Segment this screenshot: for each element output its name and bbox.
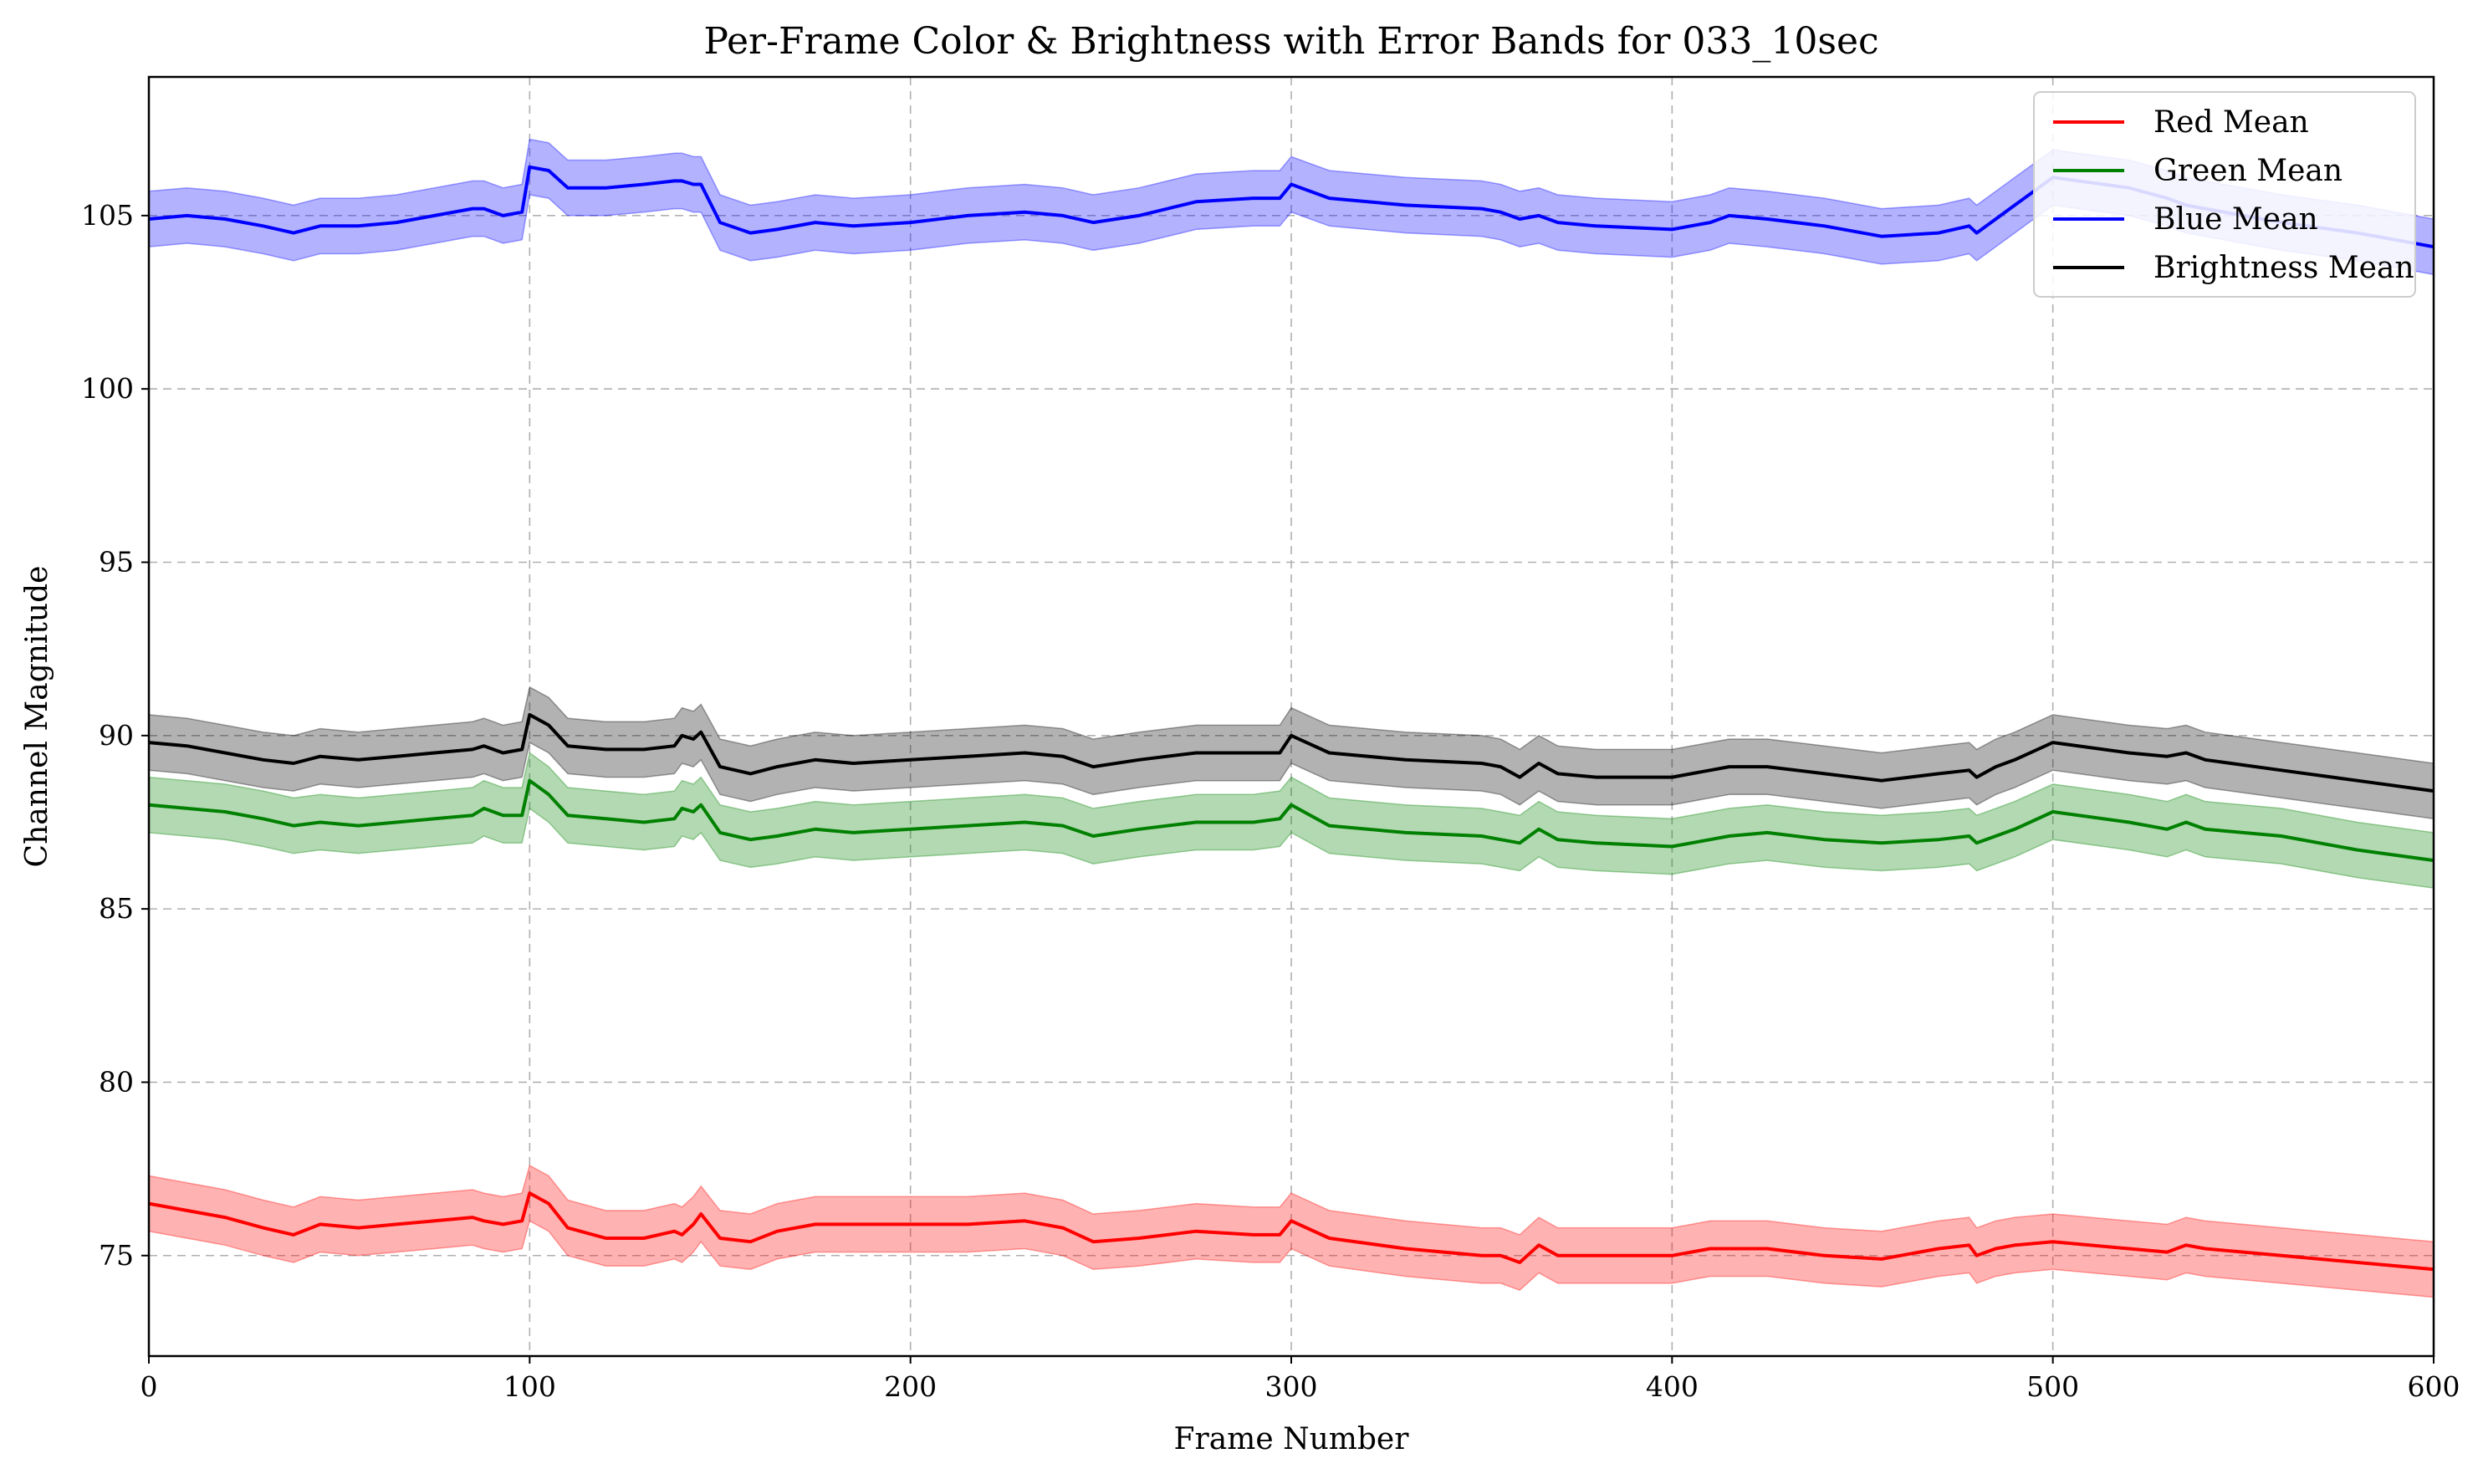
y-tick-label: 80 [99, 1065, 134, 1098]
y-tick-label: 75 [99, 1239, 134, 1272]
legend-entries: Red Mean Green Mean Blue Mean Brightness Me… [2053, 105, 2414, 285]
x-tick-label: 100 [503, 1370, 556, 1403]
legend-label: Blue Mean [2153, 202, 2318, 237]
legend-label: Green Mean [2153, 154, 2343, 188]
error-band-layer [148, 138, 2434, 1298]
x-tick-label: 0 [140, 1370, 158, 1403]
x-tick-label: 200 [884, 1370, 937, 1403]
series-line [148, 778, 2434, 863]
y-tick-label: 95 [99, 545, 134, 578]
y-tick-label: 85 [99, 892, 134, 925]
legend-box [2033, 91, 2416, 298]
x-tick-label: 400 [1646, 1370, 1699, 1403]
tick-layer: 0 100 200 300 400 500 600 75 80 85 90 95 100 105 [81, 199, 2460, 1403]
y-tick-label: 105 [81, 199, 134, 232]
y-tick-label: 100 [81, 372, 134, 405]
series-line [148, 712, 2434, 793]
y-axis-label: Channel Magnitude [20, 566, 54, 868]
x-axis-label: Frame Number [1174, 1422, 1410, 1456]
chart-title: Per-Frame Color & Brightness with Error … [703, 20, 1878, 63]
series-line [148, 1191, 2434, 1272]
legend-label: Red Mean [2153, 105, 2309, 140]
legend-label: Brightness Mean [2153, 251, 2414, 285]
x-tick-label: 300 [1265, 1370, 1318, 1403]
legend: Red Mean Green Mean Blue Mean Brightness Me… [2033, 91, 2416, 298]
y-tick-label: 90 [99, 719, 134, 752]
series-line-layer [148, 165, 2434, 1272]
x-tick-label: 600 [2408, 1370, 2460, 1403]
series-line [148, 165, 2434, 249]
x-tick-label: 500 [2026, 1370, 2079, 1403]
